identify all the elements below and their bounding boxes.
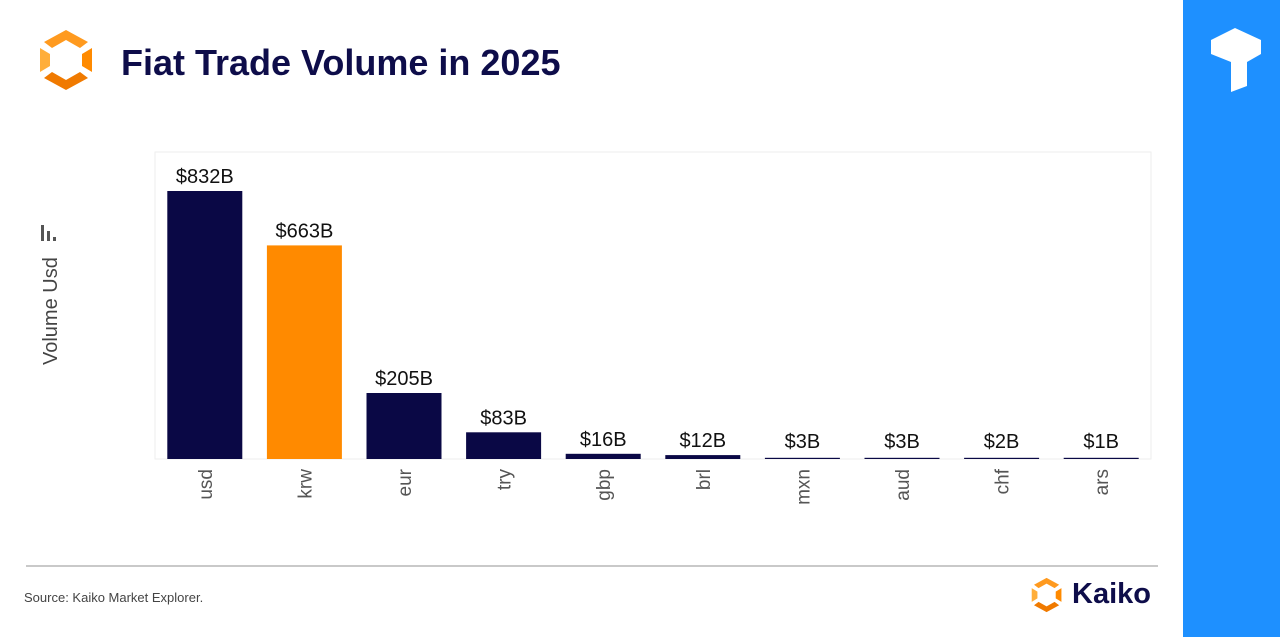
bar-chf [964, 457, 1040, 459]
kaiko-footer-logo-icon [1031, 577, 1062, 613]
x-tick-ars: ars [1092, 469, 1113, 495]
footer-divider [26, 565, 1158, 567]
x-tick-try: try [495, 469, 516, 491]
bar-group [167, 191, 1139, 459]
bar-gbp [565, 453, 641, 459]
brand-name: Kaiko [1072, 578, 1151, 610]
bar-aud [864, 457, 940, 459]
value-label-group: $832B $663B $205B $83B $16B $12B $3B $3B $2B $1B [176, 166, 1119, 453]
x-tick-krw: krw [295, 469, 316, 499]
bar-usd [167, 191, 243, 459]
value-label-brl: $12B [679, 430, 726, 452]
bar-brl [665, 455, 741, 459]
x-tick-mxn: mxn [793, 469, 814, 505]
value-label-try: $83B [480, 407, 527, 429]
value-label-gbp: $16B [580, 429, 627, 451]
bar-eur [366, 393, 442, 459]
source-note: Source: Kaiko Market Explorer. [24, 590, 204, 605]
x-tick-gbp: gbp [594, 469, 615, 501]
page-title: Fiat Trade Volume in 2025 [121, 42, 561, 83]
bar-try [466, 432, 542, 459]
value-label-eur: $205B [375, 368, 433, 390]
y-axis-label-group: Volume Usd [40, 225, 62, 365]
x-tick-group: usd krw eur try gbp brl mxn aud chf ars [196, 468, 1113, 505]
bar-ars [1063, 457, 1139, 459]
x-tick-aud: aud [893, 469, 914, 501]
bar-mxn [764, 457, 840, 459]
x-tick-brl: brl [694, 469, 715, 490]
bar-krw [266, 245, 342, 459]
x-tick-usd: usd [196, 469, 217, 500]
value-label-mxn: $3B [785, 431, 821, 453]
value-label-ars: $1B [1083, 431, 1119, 453]
bar-chart: $832B$663B$205B$83B$16B $12B $3B $3B $2B $1B … [40, 151, 1152, 505]
value-label-krw: $663B [275, 220, 333, 242]
brand-side-band [1183, 0, 1280, 637]
value-label-aud: $3B [884, 431, 920, 453]
x-tick-chf: chf [993, 468, 1014, 494]
x-tick-eur: eur [395, 468, 416, 496]
bar-chart-icon [41, 225, 56, 241]
t-logo-icon [1211, 28, 1261, 92]
kaiko-logo-icon [40, 30, 92, 90]
y-axis-label: Volume Usd [40, 257, 62, 365]
value-label-usd: $832B [176, 166, 234, 188]
value-label-chf: $2B [984, 431, 1020, 453]
